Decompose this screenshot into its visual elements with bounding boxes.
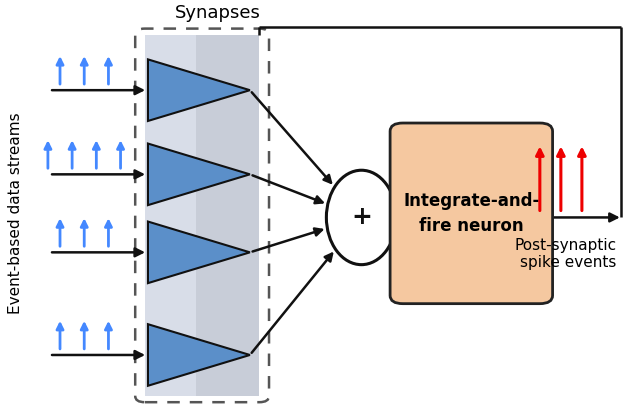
Text: +: + — [351, 205, 372, 229]
Text: Synapses: Synapses — [175, 5, 261, 22]
Polygon shape — [148, 144, 250, 205]
FancyBboxPatch shape — [390, 123, 552, 304]
Ellipse shape — [326, 170, 396, 265]
Text: Integrate-and-
fire neuron: Integrate-and- fire neuron — [403, 192, 540, 235]
Bar — [196, 35, 259, 396]
Text: Event-based data streams: Event-based data streams — [8, 113, 23, 314]
Polygon shape — [148, 222, 250, 283]
Polygon shape — [148, 59, 250, 121]
Bar — [145, 35, 259, 396]
Polygon shape — [148, 324, 250, 386]
Text: Post-synaptic
spike events: Post-synaptic spike events — [514, 238, 616, 270]
